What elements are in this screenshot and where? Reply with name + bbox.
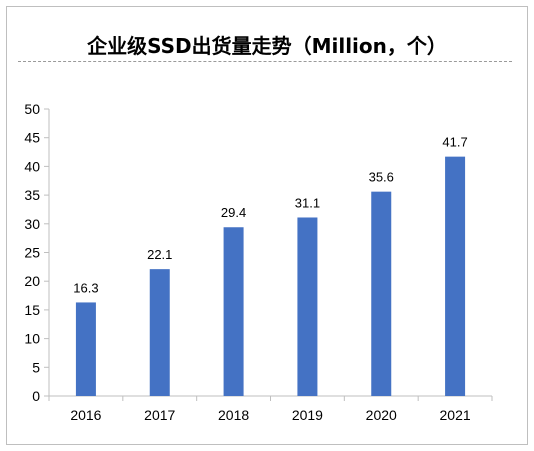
data-label-2020: 35.6 [369,170,394,185]
bar-2017 [149,269,170,396]
y-tick-label: 15 [24,302,40,318]
x-tick-label: 2016 [70,407,101,423]
bar-2019 [297,217,318,396]
y-tick-label: 20 [24,273,40,289]
bars [75,156,466,396]
title-divider [18,61,512,62]
y-tick-label: 10 [24,331,40,347]
data-label-2017: 22.1 [147,247,172,262]
data-labels: 16.3 22.1 29.4 31.1 35.6 41.7 [73,135,467,296]
chart-title: 企业级SSD出货量走势（Million，个） [87,34,447,58]
bar-2018 [223,227,244,396]
y-axis: 0 5 10 15 20 25 30 35 40 45 50 [24,101,50,404]
y-tick-label: 35 [24,187,40,203]
data-label-2018: 29.4 [221,205,246,220]
y-tick-label: 45 [24,130,40,146]
data-label-2019: 31.1 [295,195,320,210]
y-tick-label: 5 [32,359,40,375]
x-tick-label: 2019 [292,407,323,423]
y-tick-label: 40 [24,158,40,174]
data-label-2016: 16.3 [73,280,98,295]
y-tick-label: 0 [32,388,40,404]
bar-2016 [75,302,96,396]
bar-2021 [445,156,466,396]
x-tick-label: 2018 [218,407,249,423]
x-tick-label: 2017 [144,407,175,423]
x-axis: 2016 2017 2018 2019 2020 2021 [48,395,493,423]
x-tick-label: 2020 [366,407,397,423]
data-label-2021: 41.7 [442,135,467,150]
y-tick-label: 30 [24,216,40,232]
x-tick-label: 2021 [440,407,471,423]
y-tick-label: 50 [24,101,40,117]
y-tick-label: 25 [24,245,40,261]
bar-2020 [371,191,392,396]
